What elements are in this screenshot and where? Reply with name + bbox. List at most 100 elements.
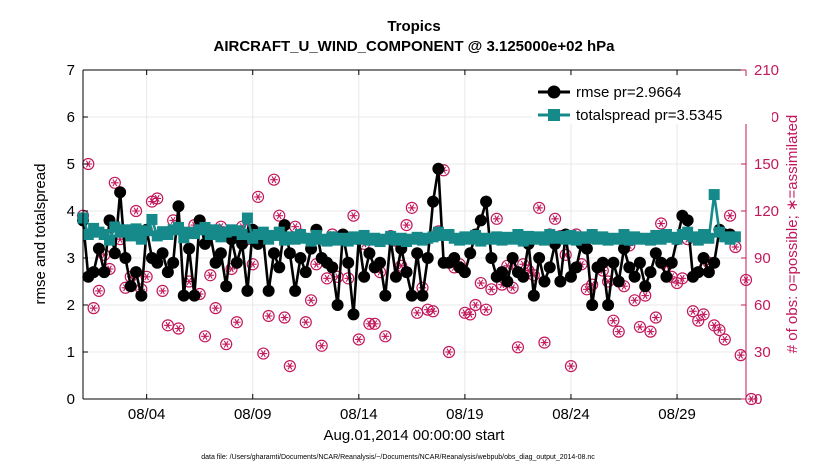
axis-ticks: 01234567030609012015018021008/0408/0908/… (67, 62, 779, 423)
obs-possible-marker (283, 360, 296, 373)
totalspread-point (512, 229, 524, 240)
rmse-point (183, 242, 196, 255)
obs-assimilated-marker (355, 335, 363, 344)
totalspread-point (98, 229, 110, 240)
obs-assimilated-marker (291, 223, 299, 231)
rmse-point (533, 252, 546, 264)
obs-assimilated-marker (678, 274, 687, 282)
legend: rmse pr=2.9664 totalspread pr=3.5345 (532, 76, 772, 124)
obs-assimilated-marker (153, 194, 162, 203)
rmse-point (283, 247, 296, 260)
obs-assimilated-marker (694, 317, 703, 325)
obs-possible-marker (469, 298, 482, 312)
totalspread-point (125, 230, 137, 242)
y2-tick-label: 210 (754, 62, 779, 79)
rmse-point (586, 299, 599, 311)
rmse-point (347, 308, 360, 321)
totalspread-point (141, 225, 153, 237)
rmse-point (644, 266, 657, 279)
totalspread-point (703, 232, 715, 244)
rmse-point (289, 284, 302, 297)
obs-possible-marker (474, 276, 487, 290)
rmse-point (496, 266, 509, 279)
totalspread-point (241, 212, 253, 224)
obs-possible-marker (315, 339, 328, 352)
rmse-point (156, 247, 169, 260)
x-tick-label: 08/24 (552, 406, 590, 423)
rmse-point (167, 256, 180, 269)
totalspread-point (305, 235, 317, 247)
obs-possible-marker (156, 284, 169, 297)
rmse-point (660, 270, 673, 283)
rmse-point (177, 289, 190, 302)
obs-assimilated-marker (652, 313, 660, 322)
obs-possible-marker (151, 192, 164, 205)
totalspread-point (708, 189, 720, 201)
rmse-point (188, 289, 201, 302)
rmse-point (432, 162, 445, 175)
rmse-point (527, 289, 540, 302)
obs-assimilated-marker (370, 320, 379, 328)
obs-possible-marker (697, 308, 710, 321)
totalspread-point (257, 226, 269, 238)
obs-assimilated-marker (466, 310, 474, 318)
rmse-point (230, 256, 243, 269)
totalspread-point (273, 226, 285, 238)
obs-possible-marker (204, 269, 217, 282)
rmse-point (342, 256, 355, 269)
obs-assimilated-marker (259, 350, 268, 358)
obs-assimilated-marker (206, 271, 215, 279)
totalspread-point (146, 213, 158, 225)
rmse-point (241, 284, 254, 297)
rmse-point (665, 256, 678, 269)
obs-possible-marker (723, 209, 737, 222)
obs-possible-marker (198, 330, 212, 343)
obs-possible-marker (633, 320, 647, 334)
obs-assimilated-marker (275, 212, 284, 220)
obs-assimilated-marker (254, 193, 262, 201)
y2-tick-label: 90 (754, 250, 771, 267)
rmse-point (214, 247, 227, 260)
rmse-point (501, 275, 514, 288)
totalspread-point (199, 221, 211, 233)
obs-assimilated-marker (349, 212, 358, 220)
obs-assimilated-marker (614, 328, 623, 336)
rmse-point (448, 252, 461, 264)
obs-possible-marker (533, 201, 546, 214)
obs-assimilated-marker (201, 332, 209, 340)
rmse-point (427, 195, 440, 208)
obs-assimilated-marker (174, 324, 183, 333)
obs-assimilated-marker (413, 309, 421, 317)
obs-assimilated-marker (720, 335, 729, 344)
obs-assimilated-marker (423, 306, 432, 314)
rmse-point (649, 247, 662, 260)
rmse-point (485, 252, 498, 264)
rmse-point (607, 256, 620, 269)
rmse-point (236, 237, 249, 250)
obs-assimilated-marker (699, 310, 708, 318)
obs-assimilated-marker (233, 318, 241, 326)
obs-possible-marker (538, 336, 551, 349)
obs-assimilated-marker (307, 296, 315, 304)
totalspread-point (172, 221, 184, 233)
rmse-point (580, 242, 593, 255)
totalspread-point (210, 224, 222, 236)
obs-possible-marker (586, 278, 599, 291)
data-file-footnote: data file: /Users/gharamti/Documents/NCA… (201, 454, 595, 461)
obs-assimilated-marker (482, 306, 490, 314)
obs-possible-marker (644, 325, 657, 338)
x-axis-label: Aug.01,2014 00:00:00 start (324, 427, 506, 444)
totalspread-point (469, 229, 481, 241)
obs-assimilated-marker (514, 343, 522, 351)
obs-assimilated-marker (487, 285, 496, 293)
rmse-point (708, 256, 721, 269)
rmse-point (267, 247, 280, 260)
rmse-point (554, 275, 567, 288)
obs-assimilated-marker (736, 351, 745, 359)
rmse-point (474, 214, 487, 227)
obs-assimilated-marker (689, 307, 697, 315)
obs-possible-marker (140, 270, 153, 283)
y-tick-label: 5 (67, 156, 75, 173)
y-tick-label: 7 (67, 62, 75, 79)
